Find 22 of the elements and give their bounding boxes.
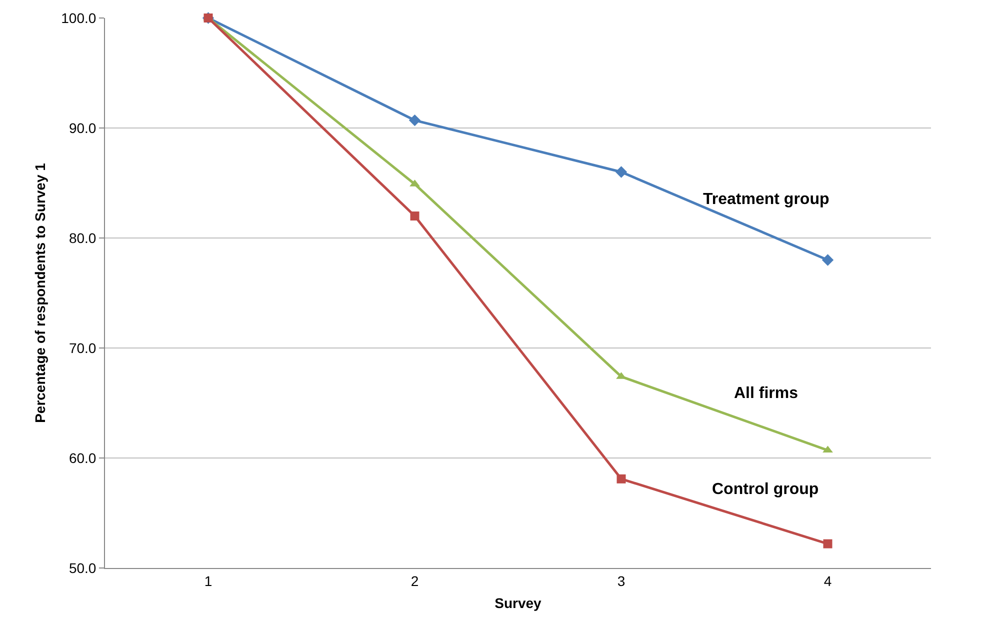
x-tick-label: 1 (204, 572, 212, 589)
x-tick-label: 2 (410, 572, 419, 589)
point (822, 254, 834, 266)
x-axis-title: Survey (494, 595, 542, 612)
point (616, 474, 626, 484)
point (615, 166, 628, 178)
series-label: Control group (712, 481, 819, 498)
y-tick-label: 60.0 (68, 450, 96, 466)
x-tick-label: 4 (824, 572, 832, 589)
point (408, 114, 421, 126)
point (822, 446, 833, 453)
series-label: All firms (734, 385, 798, 402)
point (410, 212, 420, 220)
y-axis-title: Percentage of respondents to Survey 1 (32, 162, 48, 423)
y-tick-label: 50.0 (68, 560, 96, 576)
y-tick-label: 100.0 (61, 10, 96, 26)
x-tick-label: 3 (617, 572, 626, 589)
series-label: Treatment group (703, 191, 830, 208)
y-tick-label: 70.0 (68, 340, 96, 356)
point (823, 539, 832, 548)
y-tick-label: 90.0 (68, 120, 96, 136)
y-tick-label: 80.0 (68, 230, 96, 246)
